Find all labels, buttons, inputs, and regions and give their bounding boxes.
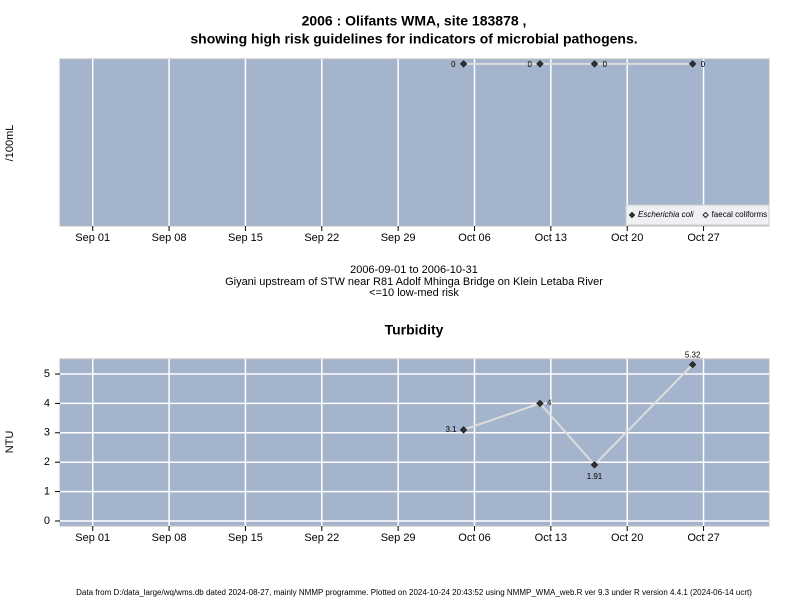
x-tick-label: Sep 29 <box>381 532 416 544</box>
data-point <box>688 360 697 369</box>
data-point <box>688 60 697 68</box>
data-point <box>459 60 468 68</box>
y-tick-label: 1 <box>44 486 50 498</box>
x-tick-label: Oct 06 <box>458 232 490 244</box>
y-tick-label: 5 <box>44 368 50 380</box>
y-axis-label: /100mL <box>4 125 16 162</box>
data-label: 0 <box>527 60 532 69</box>
y-axis-label: NTU <box>4 431 16 454</box>
annotation: Giyani upstream of STW near R81 Adolf Mh… <box>225 276 603 288</box>
data-point <box>536 60 544 68</box>
data-label: 5.32 <box>685 351 701 360</box>
legend-label: Escherichia coli <box>638 210 694 219</box>
data-label: 1.91 <box>587 472 603 481</box>
x-tick-label: Sep 22 <box>304 232 339 244</box>
x-tick-label: Sep 01 <box>75 532 110 544</box>
x-tick-label: Sep 15 <box>228 232 263 244</box>
annotation: <=10 low-med risk <box>369 287 459 299</box>
x-tick-label: Oct 13 <box>535 532 567 544</box>
data-label: 0 <box>602 60 607 69</box>
series-line <box>463 363 694 467</box>
y-tick-label: 2 <box>44 456 50 468</box>
legend <box>625 204 770 226</box>
x-tick-label: Oct 20 <box>611 532 643 544</box>
x-tick-label: Sep 22 <box>304 532 339 544</box>
data-point <box>590 60 599 68</box>
x-tick-label: Oct 13 <box>535 232 567 244</box>
x-tick-label: Oct 20 <box>611 232 643 244</box>
x-tick-label: Oct 27 <box>687 532 719 544</box>
data-label: 3.1 <box>445 425 457 434</box>
footer: Data from D:/data_large/wq/wms.db dated … <box>76 588 752 597</box>
legend-marker <box>628 211 636 219</box>
legend-label: faecal coliforms <box>712 210 768 219</box>
x-tick-label: Sep 08 <box>152 532 187 544</box>
data-label: 4 <box>547 399 552 408</box>
data-point <box>590 461 599 469</box>
legend-marker <box>702 211 709 219</box>
plot-area <box>59 58 770 227</box>
chart-title: 2006 : Olifants WMA, site 183878 , <box>302 13 527 29</box>
chart-title: Turbidity <box>385 322 444 338</box>
x-tick-label: Sep 08 <box>152 232 187 244</box>
x-tick-label: Sep 29 <box>381 232 416 244</box>
annotation: 2006-09-01 to 2006-10-31 <box>350 264 478 276</box>
y-tick-label: 4 <box>44 397 50 409</box>
x-tick-label: Sep 01 <box>75 232 110 244</box>
x-tick-label: Oct 06 <box>458 532 490 544</box>
data-point <box>536 399 544 408</box>
chart-subtitle: showing high risk guidelines for indicat… <box>190 31 637 47</box>
plot-area <box>59 358 770 527</box>
y-tick-label: 0 <box>44 515 50 527</box>
x-tick-label: Oct 27 <box>687 232 719 244</box>
data-point <box>459 426 468 434</box>
x-tick-label: Sep 15 <box>228 532 263 544</box>
data-label: 0 <box>701 60 706 69</box>
data-label: 0 <box>451 60 456 69</box>
y-tick-label: 3 <box>44 427 50 439</box>
